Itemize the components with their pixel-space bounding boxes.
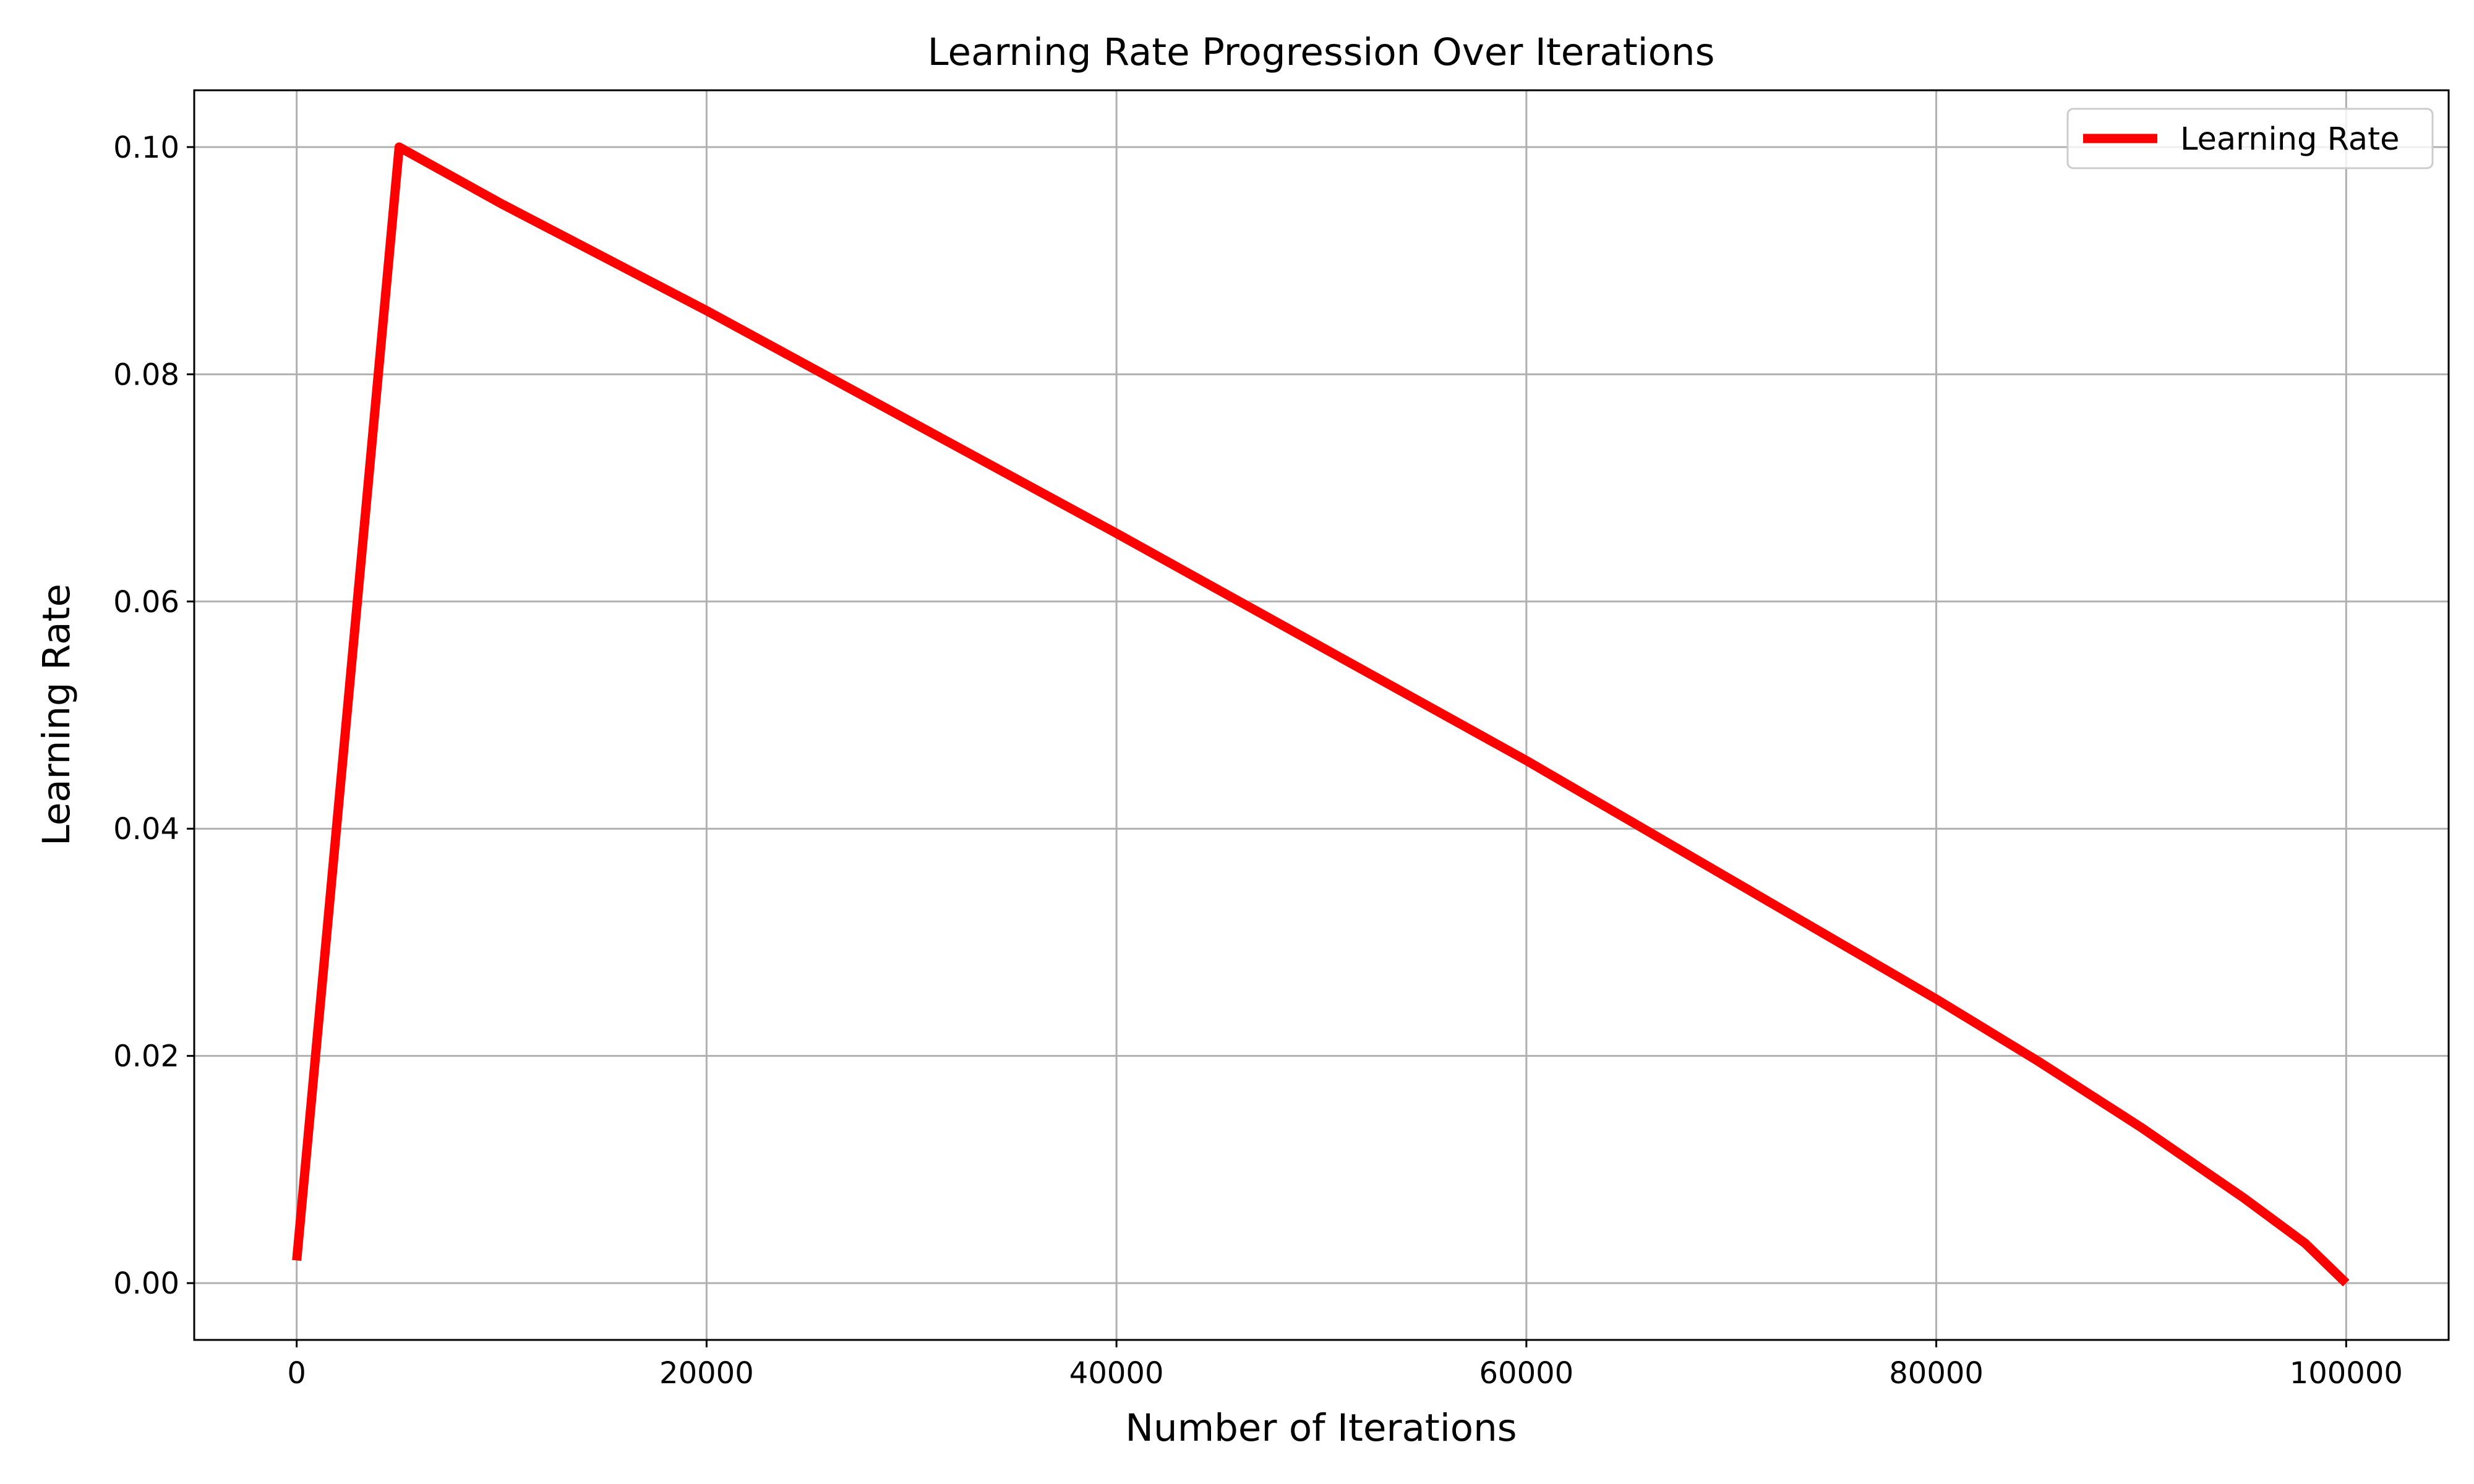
x-tick-label: 100000 (2290, 1356, 2403, 1391)
x-axis-ticks: 0 20000 40000 60000 80000 100000 (287, 1340, 2403, 1391)
chart-title: Learning Rate Progression Over Iteration… (928, 30, 1715, 74)
x-tick-label: 20000 (659, 1356, 754, 1391)
y-axis-ticks: 0.00 0.02 0.04 0.06 0.08 0.10 (113, 130, 194, 1301)
legend: Learning Rate (2066, 108, 2434, 169)
series-line-learning-rate (292, 142, 2350, 1287)
y-tick-label: 0.10 (113, 130, 179, 165)
x-tick-label: 40000 (1069, 1356, 1164, 1391)
x-tick-label: 0 (287, 1356, 306, 1391)
y-tick-label: 0.02 (113, 1039, 179, 1074)
legend-label: Learning Rate (2180, 121, 2400, 158)
x-tick-label: 80000 (1889, 1356, 1984, 1391)
y-tick-label: 0.06 (113, 585, 179, 620)
y-tick-label: 0.08 (113, 357, 179, 392)
grid-lines (194, 90, 2449, 1340)
plot-frame (193, 89, 2450, 1341)
y-axis-label: Learning Rate (35, 584, 79, 846)
series-layer (292, 142, 2350, 1287)
y-tick-label: 0.00 (113, 1266, 179, 1301)
x-tick-label: 60000 (1479, 1356, 1574, 1391)
legend-box (2066, 108, 2434, 169)
y-tick-label: 0.04 (113, 812, 179, 846)
x-axis-label: Number of Iterations (1125, 1406, 1517, 1450)
